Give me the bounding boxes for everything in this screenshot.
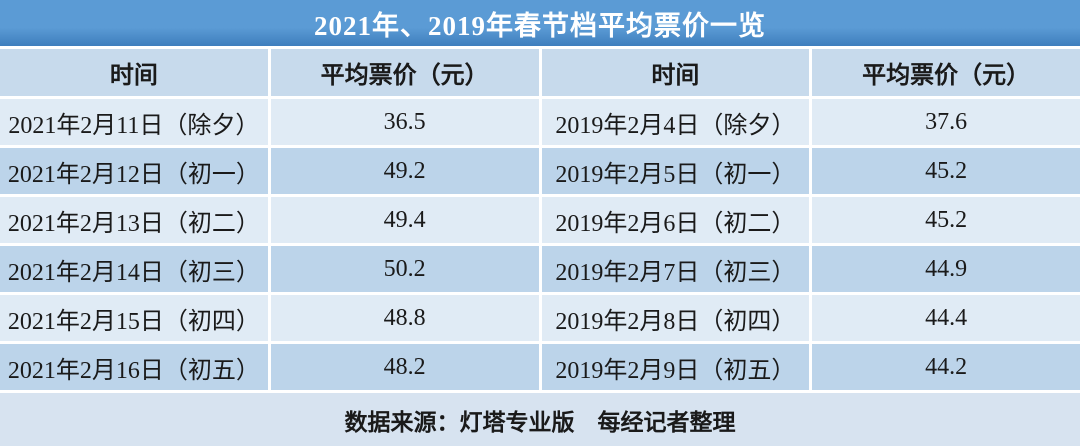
table-cell-price-2019: 44.4	[812, 295, 1080, 341]
price-comparison-table: 时间 平均票价（元） 时间 平均票价（元） 2021年2月11日（除夕） 36.…	[0, 46, 1080, 393]
column-header-time-2021: 时间	[0, 49, 268, 96]
table-cell-date-2019: 2019年2月6日（初二）	[541, 197, 810, 243]
page-title: 2021年、2019年春节档平均票价一览	[0, 0, 1080, 46]
table-cell-price-2021: 48.8	[270, 295, 539, 341]
table-cell-date-2019: 2019年2月5日（初一）	[541, 148, 810, 194]
table-cell-date-2021: 2021年2月16日（初五）	[0, 344, 268, 390]
table-cell-date-2019: 2019年2月4日（除夕）	[541, 99, 810, 145]
table-cell-price-2019: 37.6	[812, 99, 1080, 145]
table-cell-price-2019: 45.2	[812, 197, 1080, 243]
table-cell-price-2021: 49.2	[270, 148, 539, 194]
source-note: 数据来源：灯塔专业版 每经记者整理	[0, 393, 1080, 446]
column-header-price-2019: 平均票价（元）	[812, 49, 1080, 96]
table-cell-date-2019: 2019年2月8日（初四）	[541, 295, 810, 341]
table-cell-date-2021: 2021年2月15日（初四）	[0, 295, 268, 341]
table-cell-price-2021: 49.4	[270, 197, 539, 243]
table-cell-price-2019: 44.9	[812, 246, 1080, 292]
table-cell-price-2021: 50.2	[270, 246, 539, 292]
table-cell-price-2019: 44.2	[812, 344, 1080, 390]
table-cell-date-2019: 2019年2月7日（初三）	[541, 246, 810, 292]
table-cell-date-2019: 2019年2月9日（初五）	[541, 344, 810, 390]
table-cell-date-2021: 2021年2月13日（初二）	[0, 197, 268, 243]
column-header-time-2019: 时间	[541, 49, 810, 96]
column-header-price-2021: 平均票价（元）	[270, 49, 539, 96]
table-cell-date-2021: 2021年2月11日（除夕）	[0, 99, 268, 145]
table-cell-date-2021: 2021年2月12日（初一）	[0, 148, 268, 194]
table-cell-price-2021: 48.2	[270, 344, 539, 390]
table-cell-price-2019: 45.2	[812, 148, 1080, 194]
table-cell-date-2021: 2021年2月14日（初三）	[0, 246, 268, 292]
table-cell-price-2021: 36.5	[270, 99, 539, 145]
